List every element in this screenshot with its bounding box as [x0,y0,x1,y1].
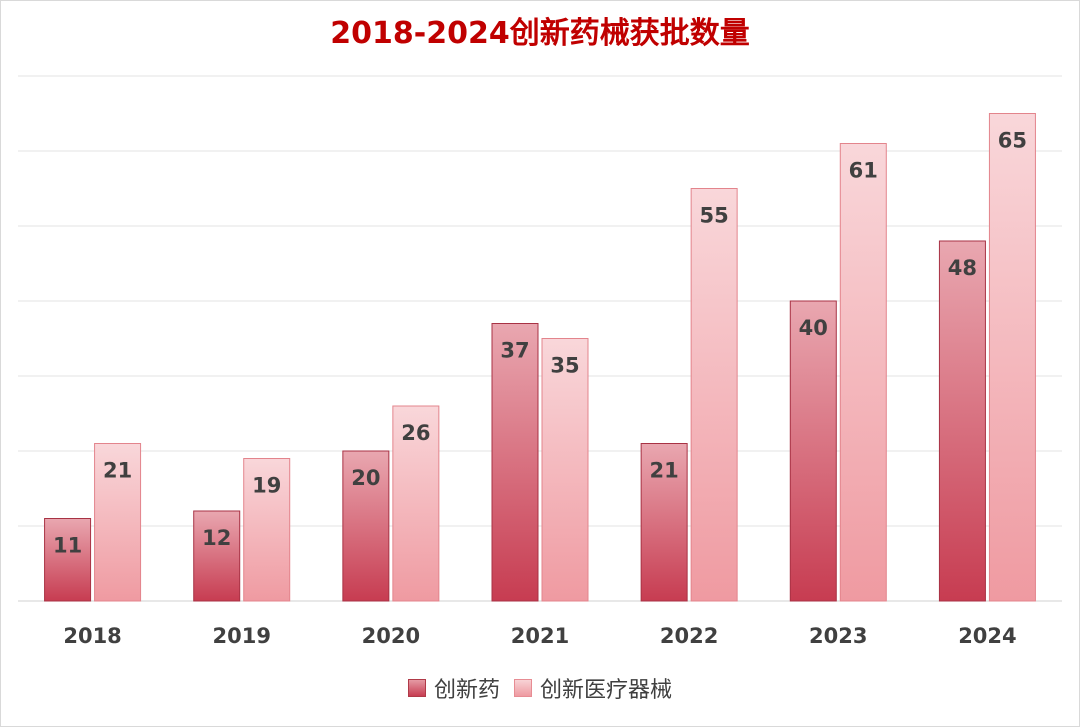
data-label-device-2019: 19 [252,474,281,498]
data-label-device-2023: 61 [849,159,878,183]
legend-label-device: 创新医疗器械 [540,678,673,703]
bar-drug-2020 [342,450,390,602]
data-label-device-2024: 65 [998,129,1027,153]
x-tick-label-2018: 2018 [63,624,121,648]
x-tick-label-2020: 2020 [362,624,420,648]
bar-device-2019 [243,458,291,602]
data-label-drug-2024: 48 [948,256,977,280]
x-tick-label-2021: 2021 [511,624,569,648]
gridlines [18,75,1062,602]
data-label-device-2021: 35 [550,354,579,378]
legend-swatch-device [514,679,532,697]
data-label-device-2020: 26 [401,421,430,445]
bar-device-2018 [94,443,142,602]
bar-device-2021 [541,338,589,602]
bar-drug-2022 [640,443,688,602]
bar-device-2024 [988,113,1036,602]
chart-title: 2018-2024创新药械获批数量 [330,16,750,51]
data-labels: 11 21 12 19 20 26 37 35 21 55 40 61 48 65 [53,129,1027,558]
legend-item-drug: 创新药 [407,672,500,704]
data-label-device-2018: 21 [103,459,132,483]
x-axis-ticks: 2018 2019 2020 2021 2022 2023 2024 [63,624,1016,648]
bar-drug-2018 [44,518,92,602]
bar-drug-2023 [789,300,837,602]
bar-drug-2019 [193,510,241,602]
legend-label-drug: 创新药 [433,678,500,703]
x-tick-label-2022: 2022 [660,624,718,648]
data-label-drug-2023: 40 [799,316,828,340]
legend-item-device: 创新医疗器械 [514,672,672,704]
bar-drug-2024 [938,240,986,602]
bar-device-2022 [690,188,738,602]
bar-device-2020 [392,405,440,602]
x-tick-label-2023: 2023 [809,624,867,648]
bar-device-2023 [839,143,887,602]
data-label-device-2022: 55 [700,204,729,228]
data-label-drug-2018: 11 [53,534,82,558]
x-tick-label-2019: 2019 [212,624,270,648]
data-label-drug-2020: 20 [351,466,380,490]
legend: 创新药 创新医疗器械 [0,672,1080,704]
data-label-drug-2019: 12 [202,526,231,550]
data-label-drug-2022: 21 [650,459,679,483]
x-tick-label-2024: 2024 [958,624,1016,648]
data-label-drug-2021: 37 [500,339,529,363]
bars [44,113,1036,602]
bar-drug-2021 [491,323,539,602]
legend-swatch-drug [407,679,426,697]
